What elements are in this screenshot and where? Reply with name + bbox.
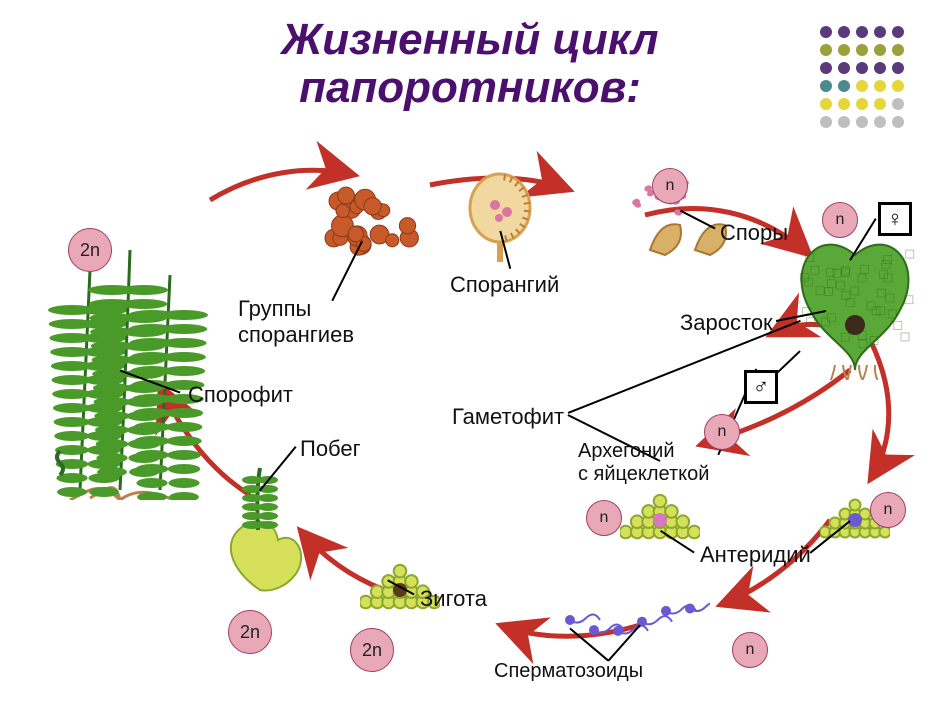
title-line1: Жизненный цикл	[0, 16, 940, 64]
gender-symbol-box: ♀	[878, 202, 912, 236]
decor-dot	[892, 98, 904, 110]
diagram-label: Зигота	[420, 586, 487, 612]
decor-dot	[838, 80, 850, 92]
decor-dot	[874, 62, 886, 74]
decor-dot	[892, 44, 904, 56]
decor-dot	[892, 62, 904, 74]
gender-symbol-box: ♂	[744, 370, 778, 404]
diagram-label: Спорофит	[188, 382, 293, 408]
decor-dot	[856, 80, 868, 92]
decor-dot	[838, 44, 850, 56]
ploidy-badge: 2n	[68, 228, 112, 272]
ploidy-badge: 2n	[228, 610, 272, 654]
decor-dot	[874, 116, 886, 128]
diagram-label: Заросток	[680, 310, 773, 336]
diagram-label: Архегоний с яйцеклеткой	[578, 440, 709, 486]
ploidy-badge: n	[586, 500, 622, 536]
decor-dot	[892, 26, 904, 38]
decor-dot	[820, 26, 832, 38]
decor-dot	[820, 98, 832, 110]
decor-dot	[874, 80, 886, 92]
ploidy-badge: n	[822, 202, 858, 238]
decor-dot	[838, 26, 850, 38]
decor-dot	[856, 116, 868, 128]
decor-dot	[838, 116, 850, 128]
diagram-label: Антеридий	[700, 542, 811, 568]
ploidy-badge: n	[732, 632, 768, 668]
ploidy-badge: n	[870, 492, 906, 528]
decor-dot	[820, 62, 832, 74]
decor-dot	[820, 116, 832, 128]
decor-dot	[892, 116, 904, 128]
stage-sporophyte	[30, 250, 210, 500]
diagram-label: Гаметофит	[452, 404, 564, 430]
decor-dot	[892, 80, 904, 92]
diagram-label: Сперматозоиды	[494, 660, 643, 683]
decor-dot	[856, 62, 868, 74]
decor-dot	[874, 98, 886, 110]
stage-sporangium	[455, 170, 545, 265]
ploidy-badge: n	[652, 168, 688, 204]
decor-dot	[820, 44, 832, 56]
decor-dot	[856, 44, 868, 56]
decor-dot	[838, 62, 850, 74]
decor-dot	[820, 80, 832, 92]
decor-dot	[838, 98, 850, 110]
page-title: Жизненный цикл папоротников:	[0, 16, 940, 113]
decor-dot	[856, 98, 868, 110]
decor-dot	[874, 26, 886, 38]
ploidy-badge: 2n	[350, 628, 394, 672]
diagram-label: Спорангий	[450, 272, 559, 298]
diagram-label: Группы спорангиев	[238, 296, 354, 348]
diagram-label: Споры	[720, 220, 788, 246]
decor-dot	[874, 44, 886, 56]
stage-young-sporophyte	[200, 460, 320, 600]
diagram-label: Побег	[300, 436, 361, 462]
decor-dot	[856, 26, 868, 38]
title-line2: папоротников:	[0, 64, 940, 112]
ploidy-badge: n	[704, 414, 740, 450]
stage-sori	[310, 170, 430, 280]
